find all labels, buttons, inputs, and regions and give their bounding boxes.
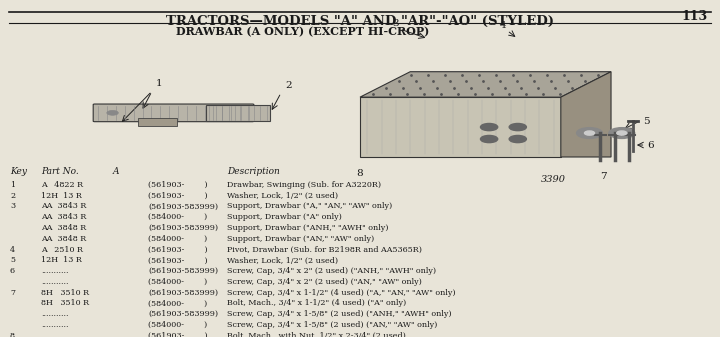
Text: Pivot, Drawbar (Sub. for B2198R and AA5365R): Pivot, Drawbar (Sub. for B2198R and AA53… xyxy=(228,246,423,253)
Text: 8: 8 xyxy=(10,332,15,337)
Bar xyxy=(360,97,561,157)
Text: Screw, Cap, 3/4" x 2" (2 used) ("AN," "AW" only): Screw, Cap, 3/4" x 2" (2 used) ("AN," "A… xyxy=(228,278,422,286)
Text: Screw, Cap, 3/4" x 1-5/8" (2 used) ("AN," "AW" only): Screw, Cap, 3/4" x 1-5/8" (2 used) ("AN,… xyxy=(228,321,438,329)
Circle shape xyxy=(480,123,498,131)
Text: AA  3843 R: AA 3843 R xyxy=(41,213,86,221)
Circle shape xyxy=(617,131,627,135)
Text: (561903-583999): (561903-583999) xyxy=(148,203,219,211)
Text: (561903-        ): (561903- ) xyxy=(148,256,208,264)
Text: Key: Key xyxy=(10,167,27,177)
Text: (561903-583999): (561903-583999) xyxy=(148,267,219,275)
Text: 12H  13 R: 12H 13 R xyxy=(41,192,81,200)
Circle shape xyxy=(480,135,498,143)
Circle shape xyxy=(509,123,526,131)
Text: AA  3843 R: AA 3843 R xyxy=(41,203,86,211)
Text: 1: 1 xyxy=(156,79,163,88)
Text: (584000-        ): (584000- ) xyxy=(148,235,207,243)
Text: ...........: ........... xyxy=(41,278,68,286)
Text: 3390: 3390 xyxy=(541,175,566,184)
Text: Bolt, Mach., 3/4" x 1-1/2" (4 used) ("A" only): Bolt, Mach., 3/4" x 1-1/2" (4 used) ("A"… xyxy=(228,300,407,307)
Text: (584000-        ): (584000- ) xyxy=(148,300,207,307)
FancyBboxPatch shape xyxy=(93,104,254,122)
Text: 3: 3 xyxy=(10,203,15,211)
Circle shape xyxy=(509,135,526,143)
Text: Support, Drawbar ("ANH," "AWH" only): Support, Drawbar ("ANH," "AWH" only) xyxy=(228,224,389,232)
Text: Support, Drawbar ("A" only): Support, Drawbar ("A" only) xyxy=(228,213,342,221)
FancyBboxPatch shape xyxy=(138,118,177,126)
Text: (561903-        ): (561903- ) xyxy=(148,246,208,253)
Text: Support, Drawbar ("AN," "AW" only): Support, Drawbar ("AN," "AW" only) xyxy=(228,235,374,243)
Text: Washer, Lock, 1/2" (2 used): Washer, Lock, 1/2" (2 used) xyxy=(228,256,338,264)
Text: 5: 5 xyxy=(10,256,15,264)
Circle shape xyxy=(577,128,603,139)
Text: Screw, Cap, 3/4" x 2" (2 used) ("ANH," "AWH" only): Screw, Cap, 3/4" x 2" (2 used) ("ANH," "… xyxy=(228,267,436,275)
Text: 2: 2 xyxy=(10,192,15,200)
Text: ...........: ........... xyxy=(41,332,68,337)
Text: (561903-583999): (561903-583999) xyxy=(148,289,219,297)
Text: 5: 5 xyxy=(643,117,650,126)
Text: Support, Drawbar ("A," "AN," "AW" only): Support, Drawbar ("A," "AN," "AW" only) xyxy=(228,203,392,211)
Text: 8: 8 xyxy=(356,169,364,178)
Circle shape xyxy=(107,111,118,115)
Text: 8H   3510 R: 8H 3510 R xyxy=(41,289,89,297)
Text: 7: 7 xyxy=(10,289,15,297)
Text: AA  3848 R: AA 3848 R xyxy=(41,224,86,232)
Text: TRACTORS—MODELS "A" AND "AR"-"AO" (STYLED): TRACTORS—MODELS "A" AND "AR"-"AO" (STYLE… xyxy=(166,15,554,28)
Text: (561903-        ): (561903- ) xyxy=(148,192,208,200)
Circle shape xyxy=(585,131,595,135)
Text: 1: 1 xyxy=(10,181,15,189)
Text: ...........: ........... xyxy=(41,321,68,329)
Text: A   4822 R: A 4822 R xyxy=(41,181,83,189)
Text: (561903-583999): (561903-583999) xyxy=(148,310,219,318)
Text: Screw, Cap, 3/4" x 1-1/2" (4 used) ("A," "AN," "AW" only): Screw, Cap, 3/4" x 1-1/2" (4 used) ("A,"… xyxy=(228,289,456,297)
Text: DRAWBAR (A ONLY) (EXCEPT HI-CROP): DRAWBAR (A ONLY) (EXCEPT HI-CROP) xyxy=(176,26,429,37)
Text: (561903-583999): (561903-583999) xyxy=(148,224,219,232)
Text: (584000-        ): (584000- ) xyxy=(148,278,207,286)
Text: (584000-        ): (584000- ) xyxy=(148,213,207,221)
Text: 4: 4 xyxy=(10,246,15,253)
Polygon shape xyxy=(561,72,611,157)
Text: Screw, Cap, 3/4" x 1-5/8" (2 used) ("ANH," "AWH" only): Screw, Cap, 3/4" x 1-5/8" (2 used) ("ANH… xyxy=(228,310,452,318)
Text: 7: 7 xyxy=(600,172,607,181)
Text: ...........: ........... xyxy=(41,267,68,275)
Text: Bolt, Mach., with Nut, 1/2" x 2-3/4" (2 used): Bolt, Mach., with Nut, 1/2" x 2-3/4" (2 … xyxy=(228,332,406,337)
Text: 3: 3 xyxy=(392,19,399,28)
Circle shape xyxy=(609,128,635,139)
Text: 8H   3510 R: 8H 3510 R xyxy=(41,300,89,307)
Text: 6: 6 xyxy=(647,141,654,150)
Text: Washer, Lock, 1/2" (2 used): Washer, Lock, 1/2" (2 used) xyxy=(228,192,338,200)
Text: AA  3848 R: AA 3848 R xyxy=(41,235,86,243)
Text: Description: Description xyxy=(228,167,280,177)
Text: 6: 6 xyxy=(10,267,15,275)
Text: (561903-        ): (561903- ) xyxy=(148,332,208,337)
Text: 2: 2 xyxy=(285,81,292,90)
Text: ...........: ........... xyxy=(41,310,68,318)
Text: 113: 113 xyxy=(682,10,708,23)
Text: A   2510 R: A 2510 R xyxy=(41,246,83,253)
Polygon shape xyxy=(360,72,611,97)
Text: 4: 4 xyxy=(500,21,507,30)
Text: 12H  13 R: 12H 13 R xyxy=(41,256,81,264)
Text: (561903-        ): (561903- ) xyxy=(148,181,208,189)
FancyBboxPatch shape xyxy=(206,104,270,121)
Text: Part No.: Part No. xyxy=(41,167,78,177)
Text: A: A xyxy=(112,167,119,177)
Text: (584000-        ): (584000- ) xyxy=(148,321,207,329)
Text: Drawbar, Swinging (Sub. for A3220R): Drawbar, Swinging (Sub. for A3220R) xyxy=(228,181,382,189)
